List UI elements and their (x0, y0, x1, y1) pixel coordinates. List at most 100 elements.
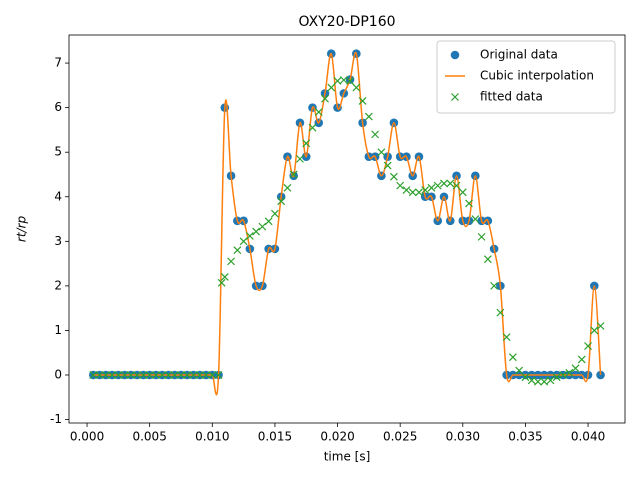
legend-marker (450, 50, 460, 60)
fitted-point (214, 371, 223, 379)
fitted-point (296, 154, 304, 163)
chart-title: OXY20-DP160 (298, 14, 395, 30)
fitted-point (534, 377, 542, 386)
y-tick-label: -1 (50, 412, 62, 426)
fitted-point (496, 308, 505, 317)
fitted-point (270, 209, 279, 218)
x-tick-label: 0.025 (383, 430, 417, 444)
fitted-point (89, 371, 98, 379)
fitted-point (408, 188, 417, 197)
fitted-point (433, 181, 442, 190)
fitted-point (114, 371, 123, 379)
fitted-point (208, 371, 217, 379)
y-tick-label: 5 (54, 145, 62, 159)
fitted-point (440, 179, 448, 188)
fitted-point (477, 232, 486, 241)
fitted-point (483, 255, 492, 264)
fitted-point (239, 237, 248, 246)
fitted-point (452, 181, 461, 190)
fitted-point (490, 281, 499, 290)
fitted-point (289, 170, 298, 179)
fitted-point (508, 353, 517, 362)
fitted-point (540, 377, 549, 386)
fitted-point (108, 371, 117, 379)
fitted-point (458, 188, 467, 197)
fitted-point (120, 371, 129, 379)
fitted-point (521, 373, 530, 382)
fitted-point (189, 371, 198, 379)
fitted-point (220, 273, 229, 281)
fitted-point (402, 186, 411, 194)
x-tick-label: 0.010 (195, 430, 229, 444)
fitted-point (217, 278, 226, 287)
fitted-point (195, 371, 204, 379)
y-tick-label: 1 (54, 323, 62, 337)
x-tick-label: 0.000 (70, 430, 104, 444)
fitted-point (590, 326, 599, 335)
fitted-point (158, 371, 167, 379)
fitted-point (164, 371, 173, 379)
fitted-point (233, 246, 242, 255)
x-tick-label: 0.035 (508, 430, 542, 444)
fitted-point (577, 355, 586, 364)
y-tick-label: 2 (54, 278, 62, 292)
fitted-point (227, 257, 236, 266)
x-tick-label: 0.040 (571, 430, 605, 444)
fitted-point (584, 342, 592, 350)
fitted-point (126, 371, 135, 379)
fitted-point (152, 371, 160, 379)
fitted-point (145, 371, 154, 379)
fitted-point (415, 188, 423, 197)
plot-area (88, 49, 605, 396)
legend-label: Cubic interpolation (480, 69, 594, 83)
fitted-point (377, 148, 386, 157)
y-axis-label: rt/rp (15, 216, 29, 243)
fitted-point (546, 376, 555, 385)
legend-box (436, 40, 616, 114)
fitted-point (177, 371, 185, 379)
fitted-point (346, 76, 354, 85)
fitted-point (339, 76, 348, 84)
fitted-point (302, 139, 311, 148)
fitted-point (465, 199, 473, 208)
fitted-point (446, 179, 455, 188)
y-tick-label: 6 (54, 100, 62, 114)
fitted-point (170, 371, 179, 379)
legend-label: Original data (480, 48, 558, 62)
fitted-point (314, 108, 323, 117)
fitted-point (308, 123, 317, 132)
legend-marker (451, 93, 459, 101)
fitted-point (358, 97, 367, 105)
x-tick-label: 0.030 (446, 430, 480, 444)
fitted-point (101, 371, 110, 379)
fitted-point (502, 333, 511, 342)
fitted-point (252, 227, 261, 236)
fitted-point (277, 197, 286, 206)
fitted-point (471, 215, 480, 223)
fitted-point (421, 186, 430, 194)
fitted-point (552, 373, 561, 382)
fitted-point (258, 222, 267, 231)
fitted-point (596, 322, 605, 330)
fitted-point (202, 371, 210, 379)
fitted-point (95, 371, 104, 379)
fitted-point (571, 364, 580, 373)
fitted-point (283, 183, 292, 192)
fitted-point (333, 76, 342, 85)
fitted-point (389, 172, 398, 181)
fitted-point (565, 368, 574, 377)
x-tick-label: 0.020 (320, 430, 354, 444)
fitted-point (515, 366, 524, 375)
fitted-point (396, 181, 405, 190)
fitted-point (352, 83, 361, 92)
fitted-point (321, 94, 329, 103)
y-tick-label: 4 (54, 189, 62, 203)
axes-frame (68, 34, 626, 424)
fitted-point (383, 161, 392, 170)
x-tick-label: 0.015 (258, 430, 292, 444)
fitted-point (183, 371, 192, 379)
fitted-point (245, 232, 254, 240)
legend-label: fitted data (480, 90, 543, 104)
